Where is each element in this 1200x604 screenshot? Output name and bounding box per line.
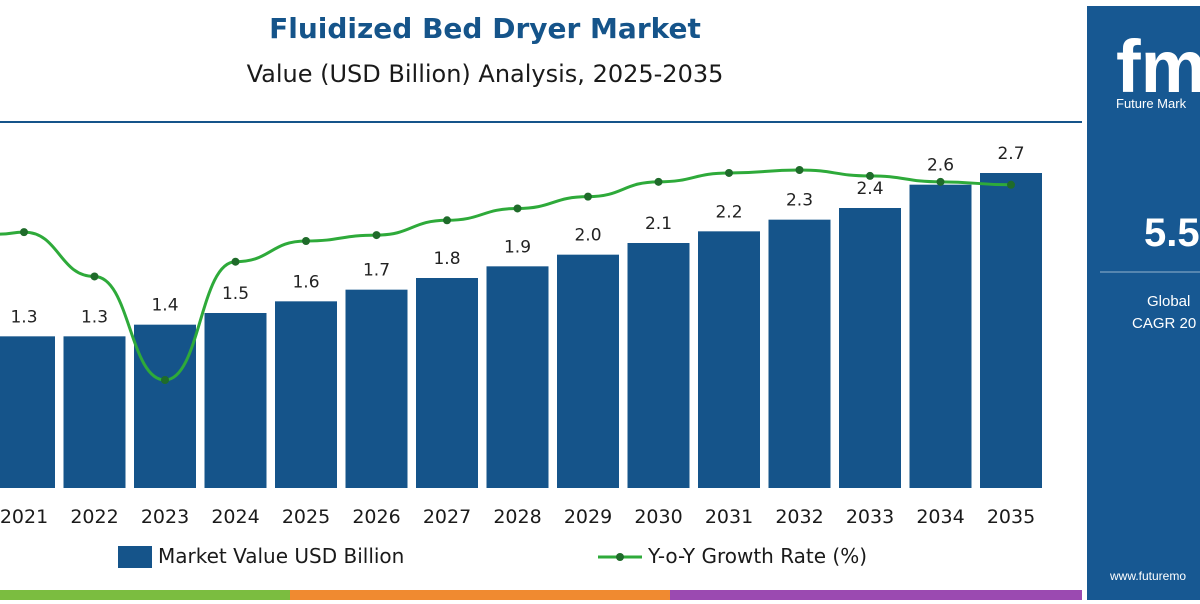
bar-2028 (486, 266, 549, 488)
brand-label-line2: CAGR 20 (1132, 315, 1196, 332)
bar-2029 (557, 254, 619, 488)
brand-label-line1: Global (1147, 293, 1190, 310)
growth-point-2030 (654, 177, 663, 186)
bar-value-label-2028: 1.9 (504, 237, 531, 257)
x-tick-label-2021: 2021 (0, 506, 48, 528)
bar-value-label-2022: 1.3 (81, 307, 108, 327)
legend: Market Value USD Billion Y-o-Y Growth Ra… (118, 544, 867, 568)
chart-title: Fluidized Bed Dryer Market (269, 12, 701, 45)
growth-point-2032 (795, 166, 804, 174)
brand-logo: fmi (1116, 25, 1200, 108)
x-tick-label-2034: 2034 (916, 506, 964, 528)
bar-2032 (768, 219, 831, 488)
x-tick-label-2024: 2024 (211, 506, 259, 528)
x-tick-label-2031: 2031 (705, 506, 753, 528)
x-tick-label-2028: 2028 (493, 506, 541, 528)
bar-2033 (839, 208, 901, 488)
bar-labels-group: 1.3 1.3 1.4 1.5 1.6 1.7 1.8 1.9 2.0 2.1 2.2 2.3 2.4 2… (10, 144, 1024, 327)
brand-big-value: 5.5 (1144, 211, 1200, 255)
bar-2030 (627, 243, 690, 488)
bar-2024 (204, 313, 267, 488)
stripe-orange (290, 590, 670, 600)
bar-value-label-2033: 2.4 (856, 179, 883, 199)
bar-2031 (698, 231, 760, 489)
bar-2034 (909, 184, 972, 488)
growth-point-2029 (584, 192, 592, 201)
x-tick-label-2023: 2023 (141, 506, 189, 528)
growth-point-2035 (1007, 180, 1015, 189)
bar-2027 (416, 278, 478, 488)
stripe-purple (670, 590, 1082, 600)
bars-group (0, 173, 1042, 489)
bottom-stripe (0, 590, 1082, 600)
growth-point-2026 (372, 231, 381, 240)
x-tick-label-2025: 2025 (282, 506, 330, 528)
bar-value-label-2035: 2.7 (997, 144, 1024, 164)
legend-line-label: Y-o-Y Growth Rate (%) (647, 544, 867, 568)
bar-2025 (275, 301, 337, 488)
growth-point-2028 (513, 204, 522, 213)
bar-value-label-2027: 1.8 (433, 249, 460, 269)
legend-bar-swatch (118, 546, 152, 568)
growth-point-2025 (302, 236, 310, 245)
bar-2026 (345, 289, 408, 488)
x-axis-labels: 2021 2022 2023 2024 2025 2026 2027 2028 2029 2030… (0, 506, 1035, 528)
x-tick-label-2026: 2026 (352, 506, 400, 528)
bar-value-label-2030: 2.1 (645, 214, 672, 234)
bar-2035 (980, 173, 1042, 488)
bar-value-label-2021: 1.3 (10, 307, 37, 327)
growth-point-2027 (443, 216, 451, 225)
brand-panel: fmi Future Mark 5.5 Global CAGR 20 www.f… (1082, 0, 1200, 600)
brand-panel-bg (1087, 6, 1200, 600)
x-tick-label-2029: 2029 (564, 506, 612, 528)
x-tick-label-2032: 2032 (775, 506, 823, 528)
brand-tagline: Future Mark (1116, 96, 1187, 111)
chart-subtitle: Value (USD Billion) Analysis, 2025-2035 (247, 60, 724, 88)
brand-website: www.futuremo (1109, 569, 1186, 583)
x-tick-label-2022: 2022 (70, 506, 118, 528)
x-tick-label-2030: 2030 (634, 506, 682, 528)
bar-2021 (0, 336, 55, 488)
x-tick-label-2033: 2033 (846, 506, 894, 528)
growth-point-2033 (866, 171, 874, 180)
bar-value-label-2025: 1.6 (292, 272, 319, 292)
legend-bar-label: Market Value USD Billion (158, 544, 404, 568)
growth-point-2022 (90, 272, 99, 281)
growth-line-group (0, 166, 1015, 384)
growth-point-2031 (725, 168, 733, 177)
growth-point-2024 (231, 257, 240, 266)
bar-value-label-2024: 1.5 (222, 284, 249, 304)
bar-value-label-2029: 2.0 (574, 226, 601, 246)
bar-value-label-2023: 1.4 (151, 296, 178, 316)
bar-value-label-2031: 2.2 (715, 202, 742, 222)
bar-2022 (63, 336, 126, 488)
stripe-green (0, 590, 290, 600)
legend-line-marker (616, 553, 624, 561)
x-tick-label-2027: 2027 (423, 506, 471, 528)
growth-point-2023 (161, 376, 169, 384)
bar-value-label-2026: 1.7 (363, 261, 390, 281)
growth-point-2021 (20, 228, 28, 237)
x-tick-label-2035: 2035 (987, 506, 1035, 528)
bar-value-label-2032: 2.3 (786, 191, 813, 211)
bar-value-label-2034: 2.6 (927, 156, 954, 176)
growth-point-2034 (936, 177, 945, 186)
bar-2023 (134, 324, 196, 488)
